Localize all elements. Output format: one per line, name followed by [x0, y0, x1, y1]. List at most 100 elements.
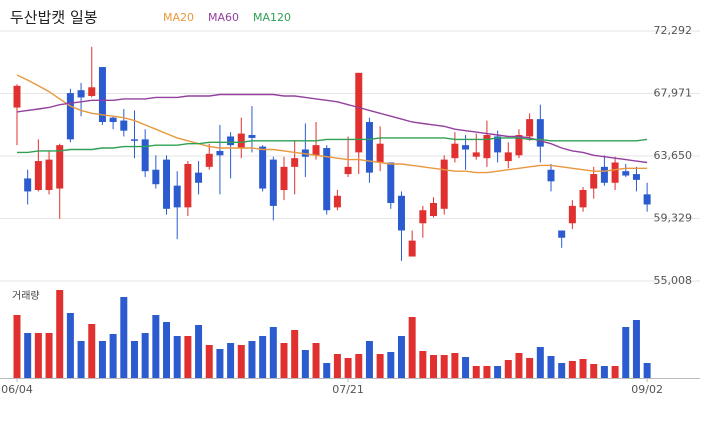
y-tick-label: 55,008: [654, 274, 693, 287]
candle-body: [397, 195, 405, 231]
volume-bar: [643, 363, 651, 378]
candle-body: [248, 135, 256, 138]
volume-bar: [376, 354, 384, 378]
candle-body: [323, 148, 331, 211]
volume-bar: [195, 325, 203, 378]
volume-bar: [88, 324, 96, 378]
volume-bar: [483, 366, 491, 378]
volume-bar: [45, 333, 53, 378]
ma-line: [17, 137, 648, 154]
legend-entry: MA120: [253, 11, 291, 24]
y-tick-label: 67,971: [654, 87, 693, 100]
candle-body: [504, 152, 512, 162]
candle-body: [622, 171, 630, 176]
candle-body: [600, 166, 608, 183]
volume-bar: [558, 363, 566, 378]
volume-bar: [248, 341, 256, 378]
candle-body: [526, 119, 534, 137]
volume-bar: [98, 341, 106, 378]
volume-bar: [323, 363, 331, 378]
candle-body: [419, 210, 427, 224]
volume-bar: [163, 322, 171, 378]
candle-body: [312, 145, 320, 156]
volume-bar: [504, 360, 512, 378]
y-tick-label: 59,329: [654, 212, 693, 225]
candle-body: [558, 230, 566, 238]
chart-title: 두산밥캣 일봉: [10, 9, 98, 27]
volume-bar: [419, 351, 427, 378]
candle-body: [568, 205, 576, 224]
volume-bar: [547, 356, 555, 378]
volume-bar: [430, 355, 438, 378]
volume-bar: [184, 336, 192, 378]
volume-bar: [259, 336, 267, 378]
candle-body: [355, 72, 363, 153]
ma-line: [16, 93, 648, 164]
candle-body: [130, 139, 138, 141]
candle-body: [66, 93, 74, 140]
candle-body: [227, 136, 235, 146]
x-tick-label: 06/04: [1, 383, 33, 396]
candle-body: [184, 163, 192, 208]
candle-body: [451, 143, 459, 159]
volume-bar: [397, 336, 405, 378]
legend-entry: MA60: [208, 11, 239, 24]
candle-body: [494, 136, 502, 153]
candle-body: [483, 135, 491, 159]
volume-bar: [579, 359, 587, 378]
candle-body: [205, 153, 213, 167]
candle-body: [579, 189, 587, 208]
candle-body: [195, 172, 203, 183]
volume-bar: [536, 347, 544, 378]
candle-body: [333, 195, 341, 208]
volume-bar: [590, 364, 598, 378]
volume-bar: [141, 333, 149, 378]
candle-body: [632, 174, 640, 180]
candle-body: [291, 158, 299, 167]
candle-body: [344, 166, 352, 175]
volume-bar: [269, 327, 277, 378]
candle-body: [472, 152, 480, 157]
volume-bar: [24, 333, 32, 378]
volume-bar: [344, 358, 352, 378]
candle-body: [173, 185, 181, 208]
volume-bar: [494, 366, 502, 378]
y-tick-label: 72,292: [654, 24, 693, 37]
volume-bar: [13, 315, 21, 378]
volume-bar: [472, 366, 480, 378]
x-tick-label: 07/21: [332, 383, 364, 396]
candle-body: [280, 166, 288, 190]
volume-bar: [365, 341, 373, 378]
volume-label: 거래량: [12, 290, 40, 302]
candle-body: [515, 135, 523, 156]
candle-body: [408, 240, 416, 257]
candle-body: [643, 194, 651, 205]
candle-body: [611, 162, 619, 183]
volume-bar: [66, 313, 74, 378]
volume-bar: [152, 315, 160, 378]
candle-body: [590, 174, 598, 189]
volume-bar: [216, 349, 224, 378]
candle-body: [56, 145, 64, 189]
candle-body: [13, 85, 21, 108]
y-tick-label: 63,650: [654, 149, 693, 162]
volume-bar: [130, 341, 138, 378]
candle-body: [440, 159, 448, 209]
volume-bar: [56, 290, 64, 378]
volume-bar: [77, 341, 85, 378]
volume-bar: [462, 357, 470, 378]
candle-body: [237, 133, 245, 149]
candle-body: [216, 150, 224, 156]
volume-bar: [109, 334, 117, 378]
volume-bar: [280, 343, 288, 378]
candle-body: [269, 159, 277, 206]
volume-bar: [440, 355, 448, 378]
candle-body: [152, 169, 160, 185]
candle-body: [430, 203, 438, 217]
volume-bar: [568, 361, 576, 378]
candle-body: [98, 67, 106, 123]
volume-bar: [237, 345, 245, 378]
candle-body: [109, 117, 117, 123]
candle-body: [24, 178, 32, 192]
volume-bar: [173, 336, 181, 378]
